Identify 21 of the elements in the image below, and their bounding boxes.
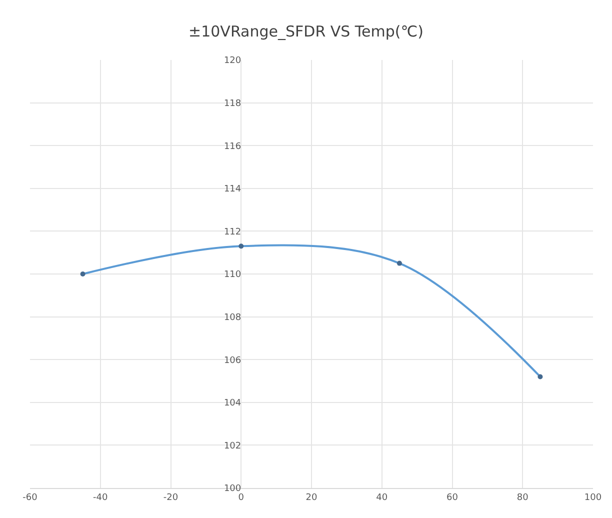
y-tick-label: 110 [224, 270, 242, 280]
chart-title: ±10VRange_SFDR VS Temp(℃) [188, 22, 424, 40]
y-tick-label: 102 [224, 441, 242, 452]
y-tick-label: 104 [224, 398, 242, 409]
x-tick-label: 60 [446, 492, 458, 503]
y-tick-label: 120 [224, 56, 242, 66]
x-tick-label: 40 [376, 492, 388, 503]
y-tick-label: 114 [224, 184, 242, 195]
x-tick-label: -60 [22, 492, 38, 503]
x-tick-label: 0 [238, 492, 244, 503]
x-tick-label: -40 [93, 492, 108, 503]
x-tick-label: 80 [516, 492, 529, 503]
y-tick-label: 100 [224, 484, 242, 494]
y-tick-label: 112 [224, 227, 242, 238]
y-tick-label: 108 [224, 312, 242, 323]
x-tick-label: 100 [584, 492, 602, 503]
y-tick-label: 106 [224, 356, 242, 366]
y-tick-label: 118 [224, 98, 242, 109]
y-tick-label: 116 [224, 142, 242, 152]
x-tick-label: 20 [306, 492, 318, 503]
x-tick-label: -20 [163, 492, 178, 503]
